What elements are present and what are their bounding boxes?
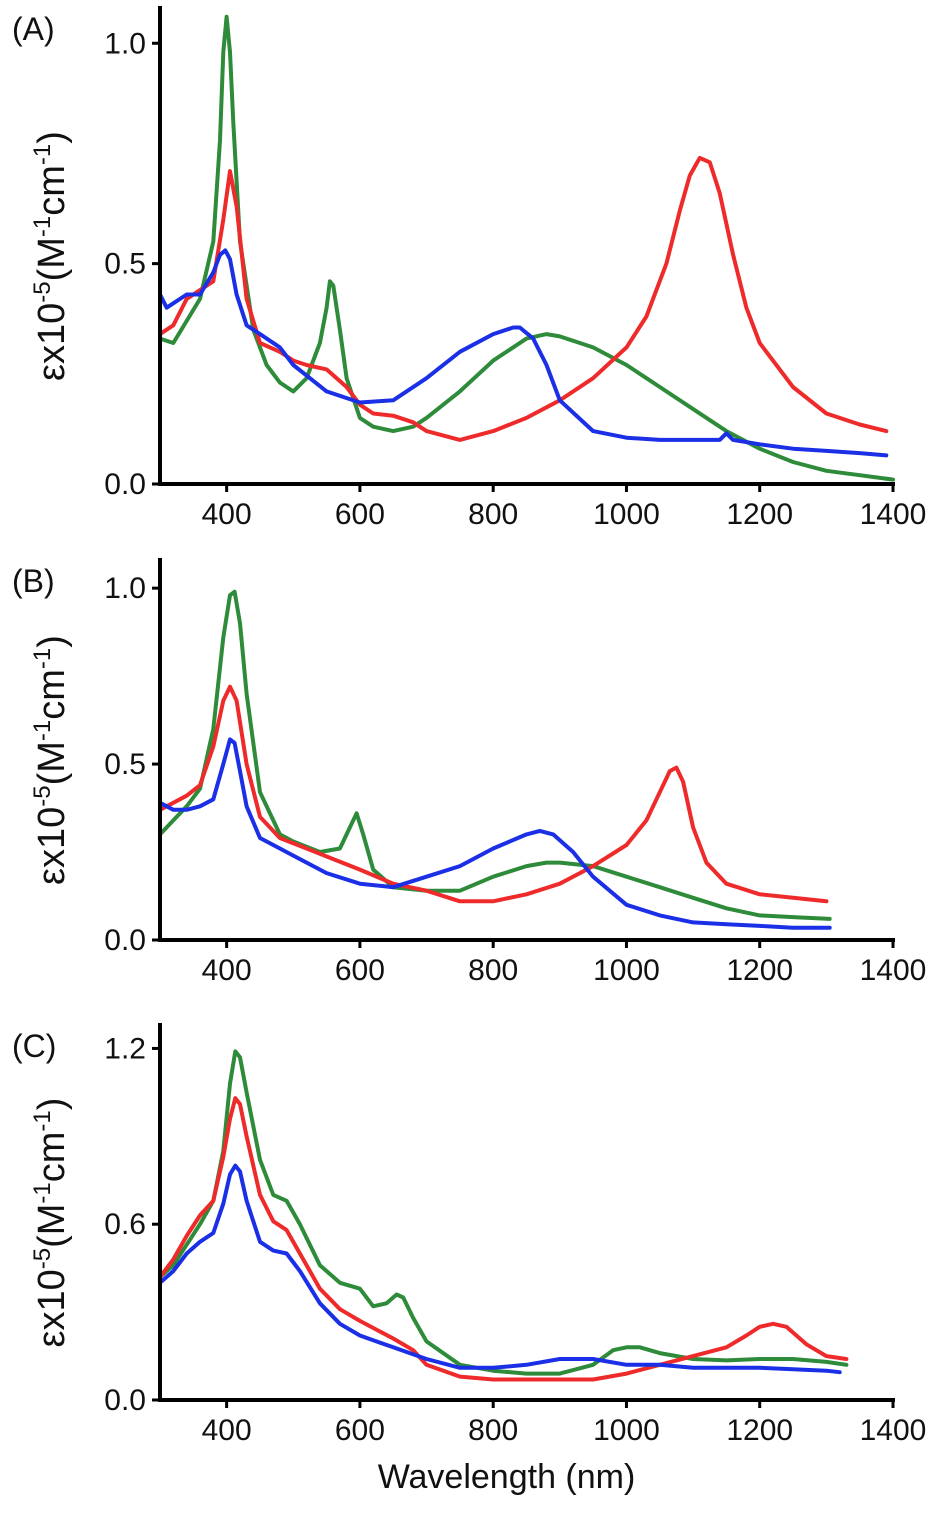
panel-b-red-series-line <box>158 684 829 904</box>
panel-c-y-tick-label: 1.2 <box>104 1032 146 1065</box>
panel-c-x-tick-label: 1200 <box>726 1414 793 1447</box>
panel-a-y-tick-label: 0.5 <box>104 248 146 281</box>
panel-c-red-series-line <box>158 1096 849 1382</box>
panel-c-y-tick-label: 0.0 <box>104 1384 146 1417</box>
panel-c-x-axis-label: Wavelength (nm) <box>378 1458 636 1496</box>
panel-c-x-tick-label: 400 <box>202 1414 252 1447</box>
panel-a-x-tick-label: 800 <box>468 498 518 531</box>
panel-a-y-tick-label: 0.0 <box>104 468 146 501</box>
panel-b: 400 600 800 1000 1200 1400 0.0 0.5 1.0 (B) εx10-5(… <box>12 558 927 987</box>
panel-a-x-tick-label: 1000 <box>593 498 660 531</box>
panel-b-label: (B) <box>12 563 55 599</box>
panel-b-y-tick-label: 1.0 <box>104 572 146 605</box>
panel-c-x-tick-label: 1400 <box>860 1414 927 1447</box>
panel-a-x-tick-label: 1400 <box>860 498 927 531</box>
panel-b-x-tick-label: 1000 <box>593 954 660 987</box>
panel-a-blue-series-line <box>158 248 889 458</box>
panel-c-y-axis-label: εx10-5(M-1cm-1) <box>29 1098 73 1348</box>
panel-b-x-tick-label: 800 <box>468 954 518 987</box>
panel-a-red-series-line <box>158 155 889 442</box>
panel-a: 400 600 800 1000 1200 1400 0.0 0.5 1.0 (A) εx10-5(… <box>12 6 927 531</box>
panel-a-y-tick-label: 1.0 <box>104 27 146 60</box>
panel-c-blue-series-line <box>158 1163 842 1375</box>
panel-b-x-tick-label: 1200 <box>726 954 793 987</box>
panel-c-y-tick-label: 0.6 <box>104 1208 146 1241</box>
panel-a-x-tick-label: 600 <box>335 498 385 531</box>
panel-b-x-tick-label: 400 <box>202 954 252 987</box>
panel-a-green-series-line <box>158 14 895 482</box>
panel-c-x-tick-label: 1000 <box>593 1414 660 1447</box>
panel-c-x-tick-label: 600 <box>335 1414 385 1447</box>
panel-b-green-series-line <box>158 589 832 921</box>
panel-a-y-axis-label: εx10-5(M-1cm-1) <box>29 131 73 381</box>
panel-a-x-tick-label: 1200 <box>726 498 793 531</box>
panel-b-y-tick-label: 0.5 <box>104 748 146 781</box>
panel-b-x-tick-label: 1400 <box>860 954 927 987</box>
panel-b-y-tick-label: 0.0 <box>104 924 146 957</box>
panel-c-label: (C) <box>12 1028 56 1064</box>
panel-c-green-series-line <box>158 1049 849 1376</box>
panel-a-label: (A) <box>12 11 55 47</box>
panel-a-x-tick-label: 400 <box>202 498 252 531</box>
panel-c: 400 600 800 1000 1200 1400 0.0 0.6 1.2 (C) εx10-5(… <box>12 1023 927 1496</box>
panel-b-x-tick-label: 600 <box>335 954 385 987</box>
panel-b-y-axis-label: εx10-5(M-1cm-1) <box>29 635 73 885</box>
panel-c-x-tick-label: 800 <box>468 1414 518 1447</box>
panel-b-blue-series-line <box>158 737 832 930</box>
